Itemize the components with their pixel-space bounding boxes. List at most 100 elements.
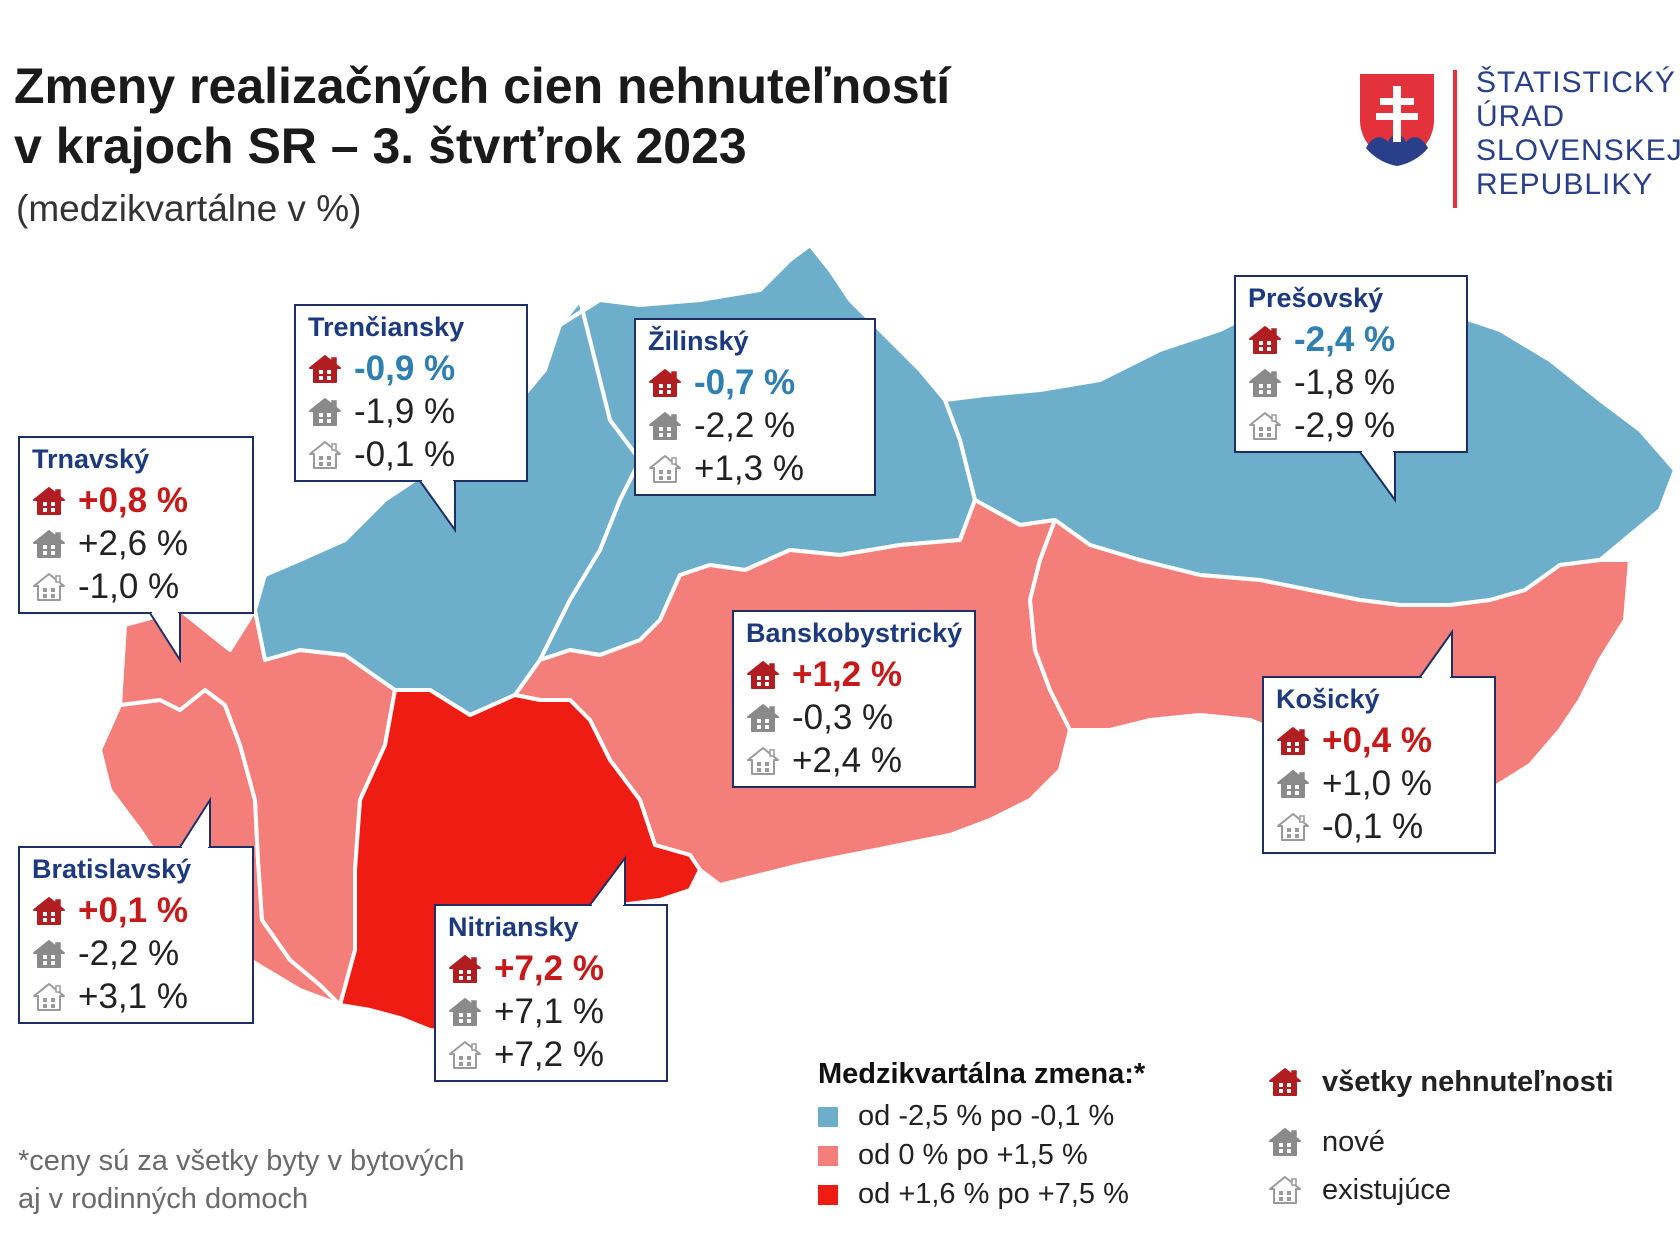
row-existing: -0,1 % [308,433,514,476]
callout-bratislavsky: Bratislavský +0,1 % -2,2 % +3,1 % [18,846,254,1024]
logo-divider [1453,70,1457,208]
logo-line-4: REPUBLIKY [1476,168,1654,201]
house-all-icon [32,486,66,516]
row-existing: -1,0 % [32,565,240,608]
value-existing: -0,1 % [1322,806,1424,846]
row-existing: +1,3 % [648,447,862,490]
house-new-icon [1268,1127,1302,1157]
callout-banskobystricky: Banskobystrický +1,2 % -0,3 % +2,4 % [732,610,976,788]
footnote-line-2: aj v rodinných domoch [18,1183,309,1215]
region-name: Nitriansky [448,912,579,942]
house-existing-icon [1248,411,1282,441]
logo-line-3: SLOVENSKEJ [1476,134,1680,167]
house-new-icon [1276,769,1310,799]
legend-type-new: nové [1268,1118,1614,1166]
legend-label-high: od +1,6 % po +7,5 % [858,1178,1129,1210]
house-existing-icon [308,440,342,470]
row-all-properties: +1,2 % [746,653,962,696]
row-new: +2,6 % [32,522,240,565]
callout-trenciansky: Trenčiansky -0,9 % -1,9 % -0,1 % [294,304,528,482]
legend-type-all: všetky nehnuteľnosti [1268,1058,1614,1106]
value-existing: +2,4 % [792,740,902,780]
value-existing: +3,1 % [78,976,188,1016]
house-existing-icon [32,572,66,602]
legend-swatch-low [818,1106,838,1127]
footnote: *ceny sú za všetky byty v bytových aj v … [18,1142,464,1218]
house-new-icon [448,997,482,1027]
color-legend: Medzikvartálna zmena:* od -2,5 % po -0,1… [818,1058,1145,1214]
legend-type-existing: existujúce [1268,1166,1614,1214]
house-all-icon [1276,726,1310,756]
row-all-properties: -2,4 % [1248,318,1454,361]
value-new: -1,9 % [354,391,456,431]
property-type-legend: všetky nehnuteľnosti nové existujúce [1268,1058,1614,1214]
row-new: -2,2 % [648,404,862,447]
row-all-properties: +0,4 % [1276,719,1482,762]
legend-item-low: od -2,5 % po -0,1 % [818,1097,1145,1136]
house-existing-icon [746,746,780,776]
value-new: -0,3 % [792,697,894,737]
house-new-icon [648,411,682,441]
house-new-icon [746,703,780,733]
legend-item-high: od +1,6 % po +7,5 % [818,1175,1145,1214]
value-all: -0,7 % [694,362,796,402]
row-existing: +2,4 % [746,739,962,782]
house-existing-icon [448,1040,482,1070]
statistical-office-logo: ŠTATISTICKÝ ÚRAD SLOVENSKEJ REPUBLIKY [1356,66,1680,216]
map-subtitle: (medzikvartálne v %) [16,188,362,229]
footnote-line-1: *ceny sú za všetky byty v bytových [18,1145,465,1177]
legend-label-mid: od 0 % po +1,5 % [858,1139,1088,1171]
value-new: -2,2 % [694,405,796,445]
house-all-icon [648,368,682,398]
value-new: +7,1 % [494,991,604,1031]
value-new: -1,8 % [1294,362,1396,402]
house-existing-icon [1268,1175,1302,1205]
value-new: +2,6 % [78,523,188,563]
legend-swatch-mid [818,1145,838,1166]
region-name: Žilinský [648,326,749,356]
value-all: +0,1 % [78,890,188,930]
row-new: -1,9 % [308,390,514,433]
map-title: Zmeny realizačných cien nehnuteľností v … [14,56,950,176]
house-all-icon [1248,325,1282,355]
row-all-properties: -0,9 % [308,347,514,390]
row-all-properties: +0,1 % [32,889,240,932]
legend-label-low: od -2,5 % po -0,1 % [858,1100,1115,1132]
house-all-icon [32,896,66,926]
house-existing-icon [1276,812,1310,842]
value-all: +0,4 % [1322,720,1432,760]
value-existing: +7,2 % [494,1034,604,1074]
logo-line-1: ŠTATISTICKÝ [1476,66,1676,99]
value-new: +1,0 % [1322,763,1432,803]
row-all-properties: +7,2 % [448,947,654,990]
region-name: Trenčiansky [308,312,465,342]
title-line-1: Zmeny realizačných cien nehnuteľností [14,58,951,114]
region-name: Bratislavský [32,854,192,884]
logo-line-2: ÚRAD [1476,100,1566,133]
region-name: Trnavský [32,444,150,474]
legend-swatch-high [818,1184,838,1205]
legend-type-new-label: nové [1322,1125,1385,1158]
legend-title: Medzikvartálna zmena:* [818,1058,1146,1090]
house-all-icon [1268,1067,1302,1097]
value-all: +7,2 % [494,948,604,988]
region-name: Prešovský [1248,283,1384,313]
row-new: -0,3 % [746,696,962,739]
legend-item-mid: od 0 % po +1,5 % [818,1136,1145,1175]
value-all: -0,9 % [354,348,456,388]
callout-trnavsky: Trnavský +0,8 % +2,6 % -1,0 % [18,436,254,614]
region-name: Košický [1276,684,1380,714]
row-new: -2,2 % [32,932,240,975]
value-all: +1,2 % [792,654,902,694]
row-existing: -0,1 % [1276,805,1482,848]
row-existing: +7,2 % [448,1033,654,1076]
row-new: -1,8 % [1248,361,1454,404]
callout-zilinsky: Žilinský -0,7 % -2,2 % +1,3 % [634,318,876,496]
value-all: +0,8 % [78,480,188,520]
house-existing-icon [648,454,682,484]
legend-type-all-label: všetky nehnuteľnosti [1322,1065,1614,1098]
row-new: +1,0 % [1276,762,1482,805]
value-existing: +1,3 % [694,448,804,488]
logo-text: ŠTATISTICKÝ ÚRAD SLOVENSKEJ REPUBLIKY [1476,66,1680,202]
row-all-properties: +0,8 % [32,479,240,522]
